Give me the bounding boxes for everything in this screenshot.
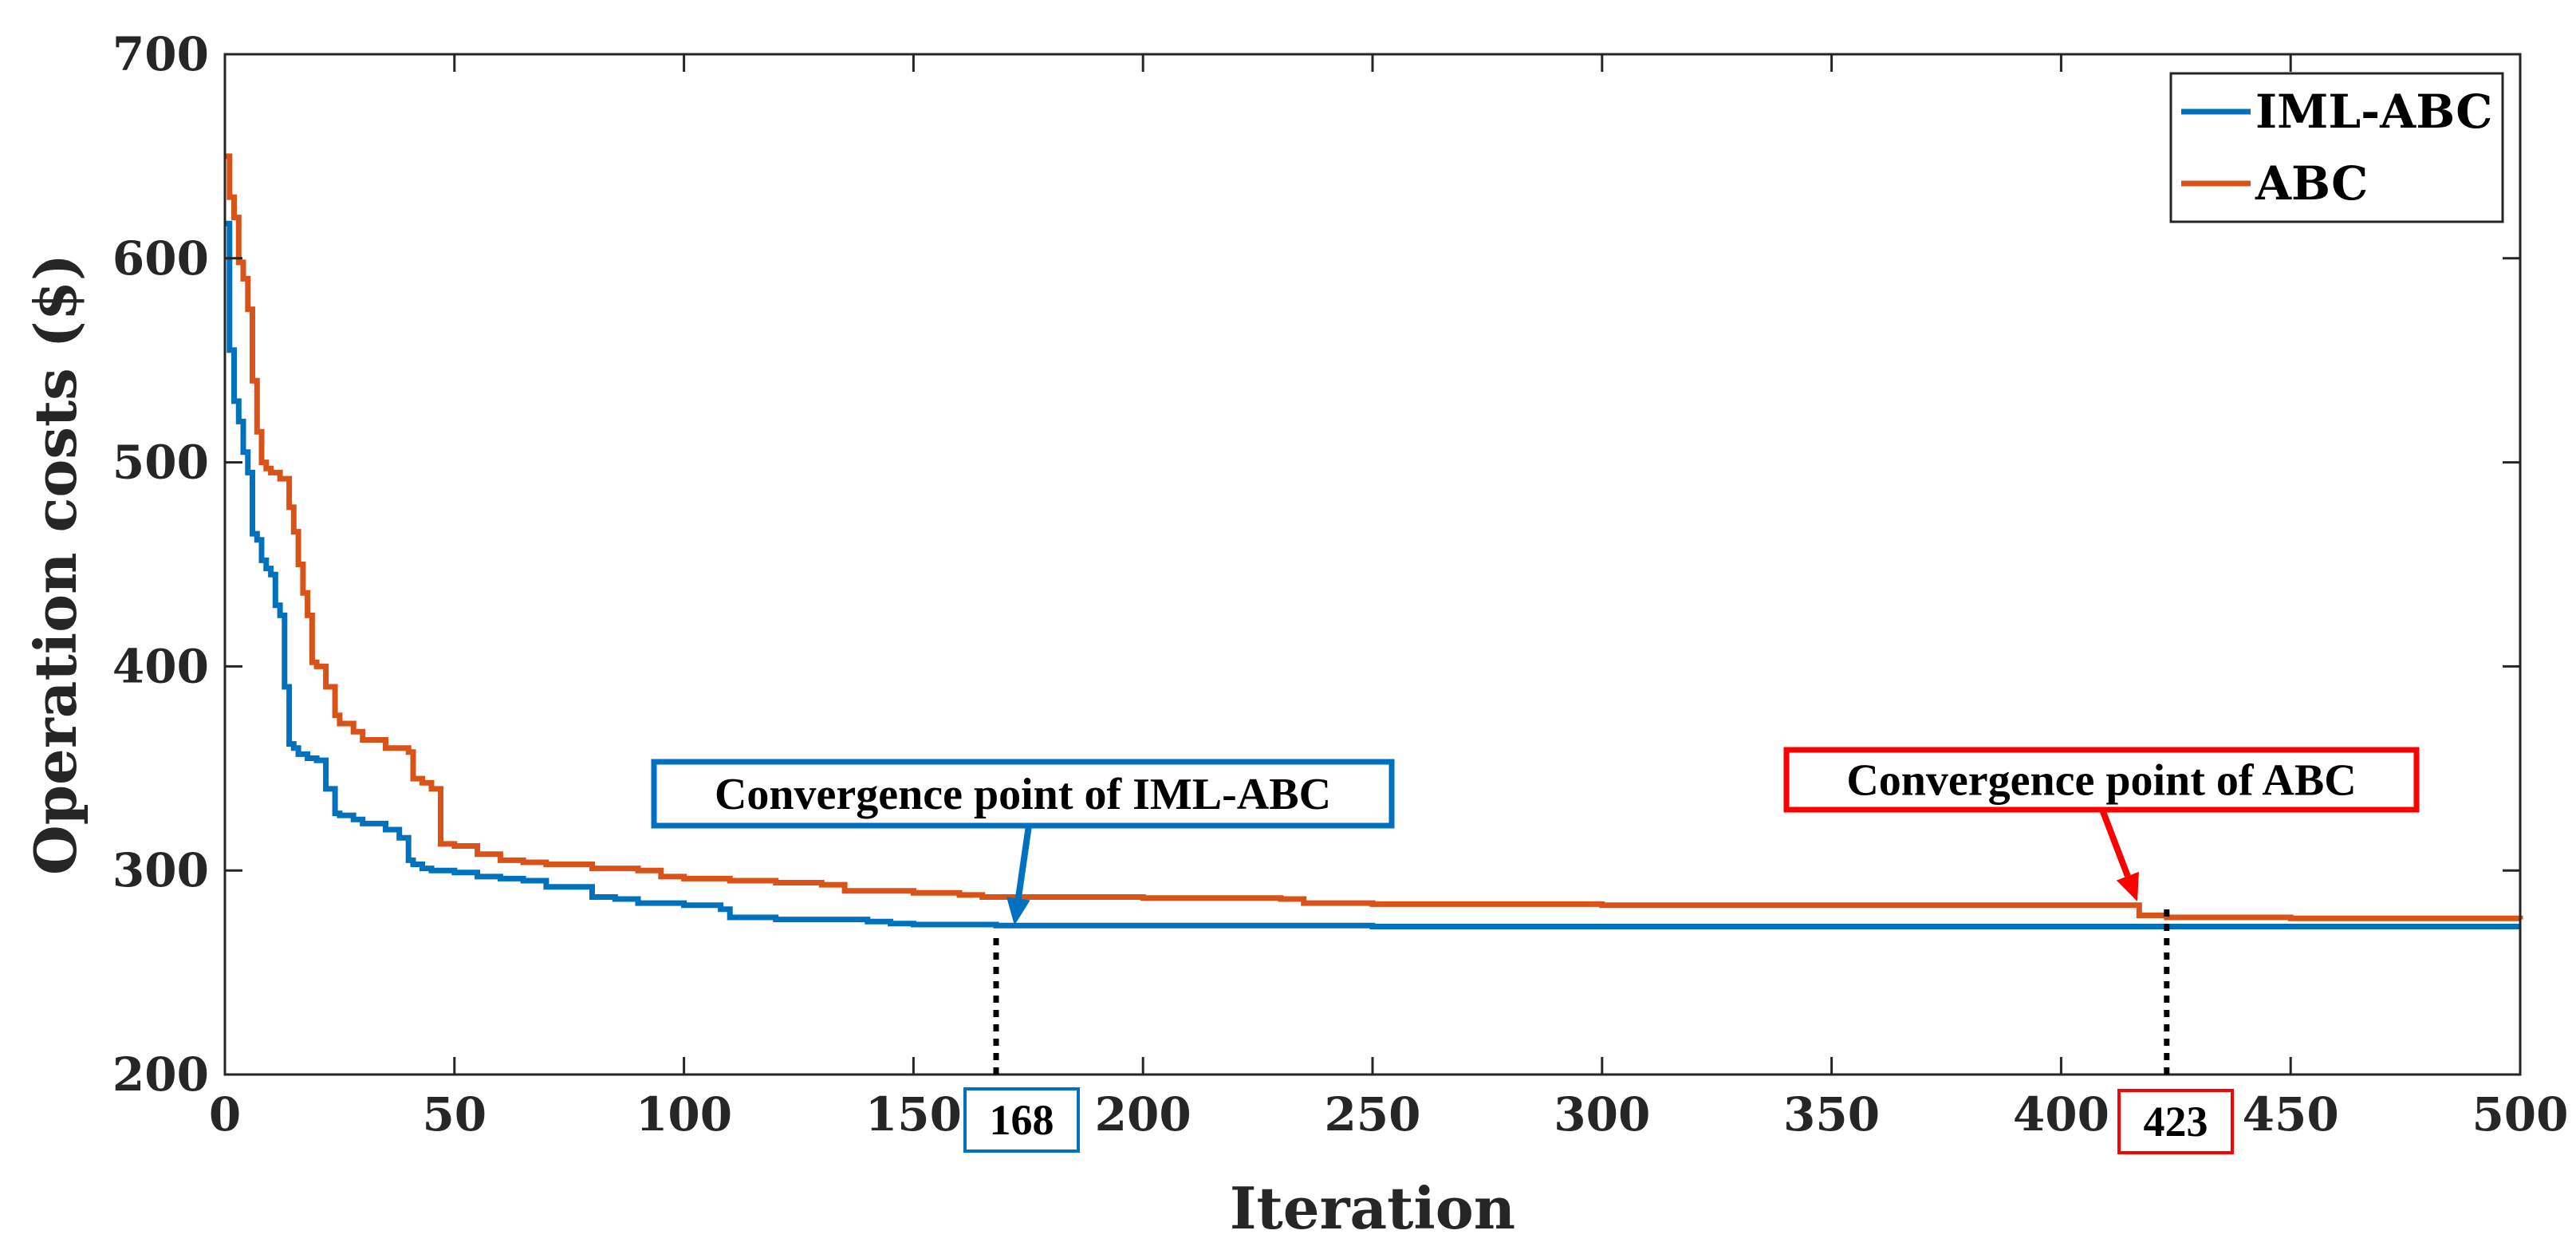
callout-text: Convergence point of IML-ABC xyxy=(715,770,1331,819)
legend: IML-ABC ABC xyxy=(2169,72,2504,223)
series-line-abc xyxy=(225,153,2523,921)
legend-label-abc: ABC xyxy=(2255,156,2368,211)
callout-box xyxy=(1783,747,2420,813)
axis-ticks: 0 50 100 150 200 250 300 350 400 450 500 200 300 400 5… xyxy=(112,27,2569,1142)
iteration-tag-label: 168 xyxy=(990,1096,1054,1144)
x-tick-label: 450 xyxy=(2243,1087,2339,1142)
x-tick-label: 250 xyxy=(1324,1087,1420,1142)
iteration-tag-box xyxy=(2117,1089,2234,1154)
convergence-annotation-423: Convergence point of ABC 423 xyxy=(1783,747,2420,1154)
x-tick-label: 350 xyxy=(1783,1087,1880,1142)
x-tick-label: 500 xyxy=(2472,1087,2568,1142)
legend-label-iml-abc: IML-ABC xyxy=(2255,85,2492,139)
iteration-tag-label: 423 xyxy=(2144,1098,2208,1146)
callout-arrow-shaft xyxy=(2099,808,2131,877)
x-tick-label: 300 xyxy=(1554,1087,1650,1142)
plot-lines xyxy=(225,153,2523,929)
x-tick-label: 200 xyxy=(1095,1087,1191,1142)
y-tick-label: 500 xyxy=(112,436,209,490)
y-tick-label: 300 xyxy=(112,843,209,897)
x-tick-label: 400 xyxy=(2013,1087,2109,1142)
legend-box xyxy=(2169,72,2504,223)
series-line-iml-abc xyxy=(225,220,2520,929)
y-tick-label: 400 xyxy=(112,639,209,693)
y-tick-label: 600 xyxy=(112,231,209,286)
x-tick-label: 50 xyxy=(422,1087,486,1142)
convergence-annotation-168: Convergence point of IML-ABC 168 xyxy=(651,759,1395,1153)
iteration-tag-box xyxy=(963,1087,1080,1153)
callout-arrow-shaft xyxy=(1014,825,1032,899)
x-tick-label: 0 xyxy=(209,1087,241,1142)
callout-text: Convergence point of ABC xyxy=(1846,756,2356,806)
x-tick-label: 150 xyxy=(865,1087,962,1142)
x-axis-title: Iteration xyxy=(1230,1174,1515,1242)
callout-box xyxy=(651,759,1395,829)
annotations: Convergence point of IML-ABC168Convergen… xyxy=(651,747,2420,1154)
callout-arrow-head xyxy=(1006,897,1030,925)
x-tick-label: 100 xyxy=(636,1087,732,1142)
callout-arrow-head xyxy=(2116,871,2139,901)
y-axis-title: Operation costs ($) xyxy=(22,254,89,875)
y-tick-label: 700 xyxy=(112,27,209,81)
y-tick-label: 200 xyxy=(112,1047,209,1102)
